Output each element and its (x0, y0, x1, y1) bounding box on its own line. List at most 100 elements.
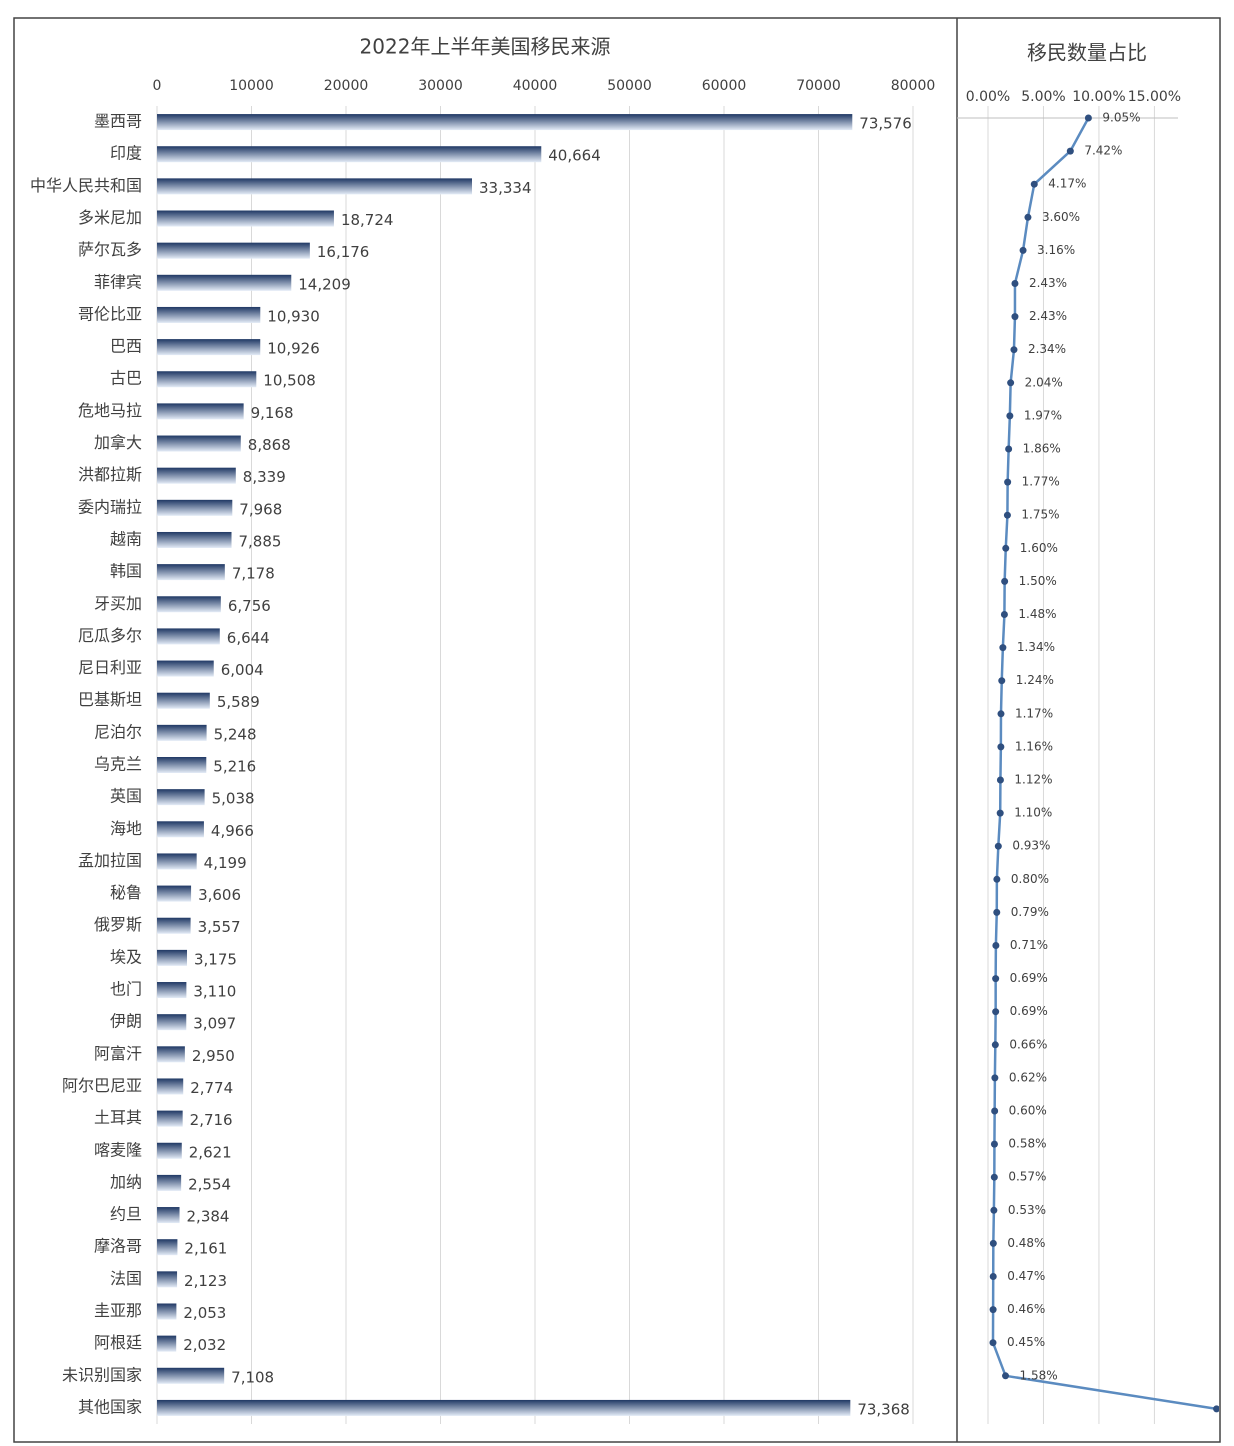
x-tick-label: 0.00% (966, 89, 1010, 105)
x-tick-label: 15.00% (1128, 89, 1181, 105)
point (992, 942, 1000, 949)
frame (13, 17, 1221, 1443)
value-label: 0.46% (1007, 1302, 1045, 1316)
x-tick-label: 30000 (418, 78, 463, 94)
bar (157, 853, 197, 870)
y-tick-label: 尼日利亚 (78, 658, 142, 677)
point (1001, 577, 1009, 585)
value-label: 1.17% (1015, 706, 1053, 720)
value-label: 1.58% (1020, 1368, 1058, 1382)
y-tick-label: 法国 (110, 1269, 142, 1288)
point (997, 710, 1005, 718)
point (999, 644, 1007, 652)
y-tick-label: 加拿大 (94, 433, 142, 452)
point (1030, 180, 1038, 188)
y-tick-label: 也门 (110, 980, 142, 999)
point (1213, 1405, 1219, 1413)
value-label: 6,756 (228, 597, 271, 615)
y-tick-label: 尼泊尔 (94, 722, 142, 741)
y-tick-label: 圭亚那 (94, 1301, 142, 1320)
bar (157, 1239, 178, 1256)
value-label: 7,108 (231, 1368, 274, 1386)
point (1066, 147, 1074, 155)
value-label: 0.79% (1011, 905, 1049, 919)
value-label: 9,168 (251, 404, 294, 422)
y-tick-label: 中华人民共和国 (30, 176, 142, 195)
bar (157, 917, 191, 934)
y-tick-label: 哥伦比亚 (78, 304, 142, 323)
x-tick-label: 70000 (796, 78, 841, 94)
bar (157, 178, 473, 195)
bar (157, 724, 207, 741)
value-label: 0.69% (1010, 971, 1048, 985)
value-label: 1.16% (1015, 739, 1053, 753)
point (1002, 1372, 1010, 1380)
point (1011, 313, 1019, 321)
x-tick-label: 10000 (229, 78, 274, 94)
value-label: 7,885 (239, 532, 282, 550)
value-label: 3.16% (1037, 243, 1075, 257)
y-tick-label: 伊朗 (110, 1012, 142, 1031)
bar (157, 146, 542, 163)
y-tick-label: 厄瓜多尔 (78, 626, 142, 645)
bar (157, 531, 232, 548)
point (990, 1140, 998, 1148)
bar (157, 1014, 187, 1031)
point (989, 1339, 997, 1347)
y-tick-label: 喀麦隆 (94, 1140, 142, 1159)
value-label: 7.42% (1084, 144, 1122, 158)
value-label: 0.47% (1007, 1269, 1045, 1283)
value-label: 2,384 (187, 1208, 230, 1226)
point (992, 1008, 1000, 1016)
point (994, 842, 1002, 850)
point (990, 1206, 998, 1214)
y-tick-label: 多米尼加 (78, 208, 142, 227)
value-label: 2,554 (188, 1175, 231, 1193)
value-label: 1.97% (1024, 408, 1062, 422)
point (1003, 511, 1011, 519)
value-label: 8,868 (248, 436, 291, 454)
value-label: 0.69% (1010, 1004, 1048, 1018)
value-label: 2.43% (1029, 276, 1067, 290)
value-label: 0.80% (1011, 872, 1049, 886)
bar (157, 242, 310, 259)
point (998, 677, 1006, 685)
value-label: 5,589 (217, 693, 260, 711)
value-label: 1.12% (1014, 773, 1052, 787)
y-tick-label: 阿富汗 (94, 1044, 142, 1063)
bar (157, 596, 221, 613)
value-label: 0.57% (1008, 1170, 1046, 1184)
y-tick-label: 乌克兰 (94, 755, 142, 774)
value-label: 0.66% (1009, 1037, 1047, 1051)
bar (157, 1142, 182, 1159)
point (1002, 544, 1010, 552)
point (990, 1173, 998, 1181)
value-label: 8,339 (243, 468, 286, 486)
point (1011, 280, 1019, 287)
value-label: 5,038 (212, 790, 255, 808)
point (989, 1239, 997, 1247)
point (1006, 412, 1014, 420)
value-label: 0.71% (1010, 938, 1048, 952)
value-label: 6,644 (227, 629, 270, 647)
y-tick-label: 英国 (110, 787, 142, 806)
bar (157, 1303, 177, 1320)
y-tick-label: 秘鲁 (110, 883, 142, 902)
value-label: 9.05% (1102, 111, 1140, 125)
value-label: 2,716 (190, 1111, 233, 1129)
y-tick-label: 巴基斯坦 (78, 690, 142, 709)
value-label: 6,004 (221, 661, 264, 679)
bar (157, 306, 261, 323)
value-label: 1.10% (1014, 806, 1052, 820)
value-label: 5,216 (213, 758, 256, 776)
bar (157, 628, 220, 645)
value-label: 1.24% (1016, 673, 1054, 687)
x-tick-label: 50000 (607, 78, 652, 94)
y-tick-label: 越南 (110, 529, 142, 548)
point (1000, 611, 1008, 618)
value-label: 2,123 (184, 1272, 227, 1290)
value-label: 16,176 (317, 243, 370, 261)
point (989, 1273, 997, 1280)
y-tick-label: 韩国 (110, 562, 142, 581)
bar (157, 821, 204, 838)
